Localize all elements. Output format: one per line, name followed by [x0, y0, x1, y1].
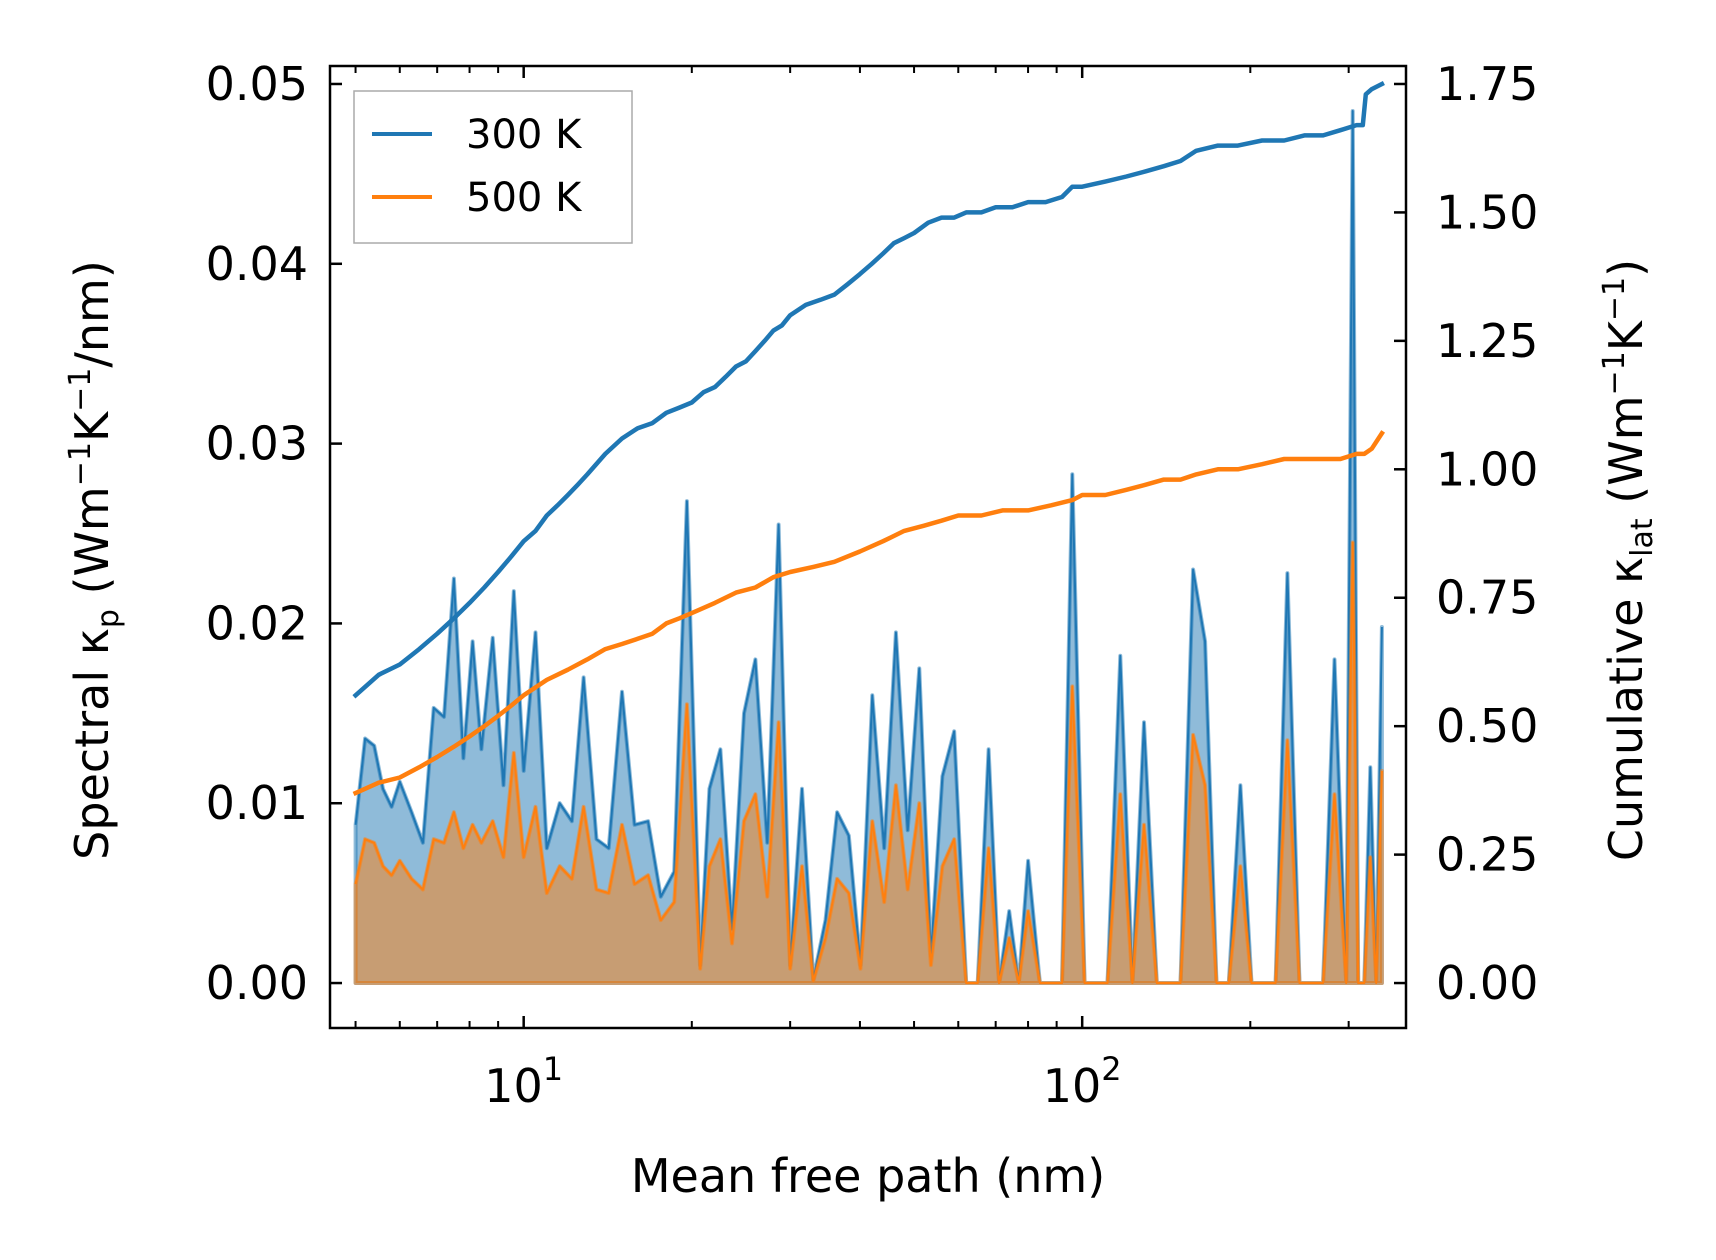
right-y-tick-label: 1.25: [1436, 314, 1538, 368]
right-y-axis-title: Cumulative κlat (Wm−1K−1): [1597, 259, 1660, 861]
right-y-tick-label: 1.00: [1436, 442, 1538, 496]
cumulative-line-500k: [352, 430, 1386, 796]
cumulative-line-300k: [352, 80, 1385, 699]
right-y-title-subscript: lat: [1625, 518, 1660, 557]
right-y-tick-label: 1.50: [1436, 185, 1538, 239]
right-y-title-main: Cumulative κ: [1599, 557, 1653, 861]
right-y-tick-label: 1.75: [1436, 57, 1538, 111]
right-y-title-sup1: −1: [1597, 351, 1632, 395]
cumulative-lines-group: [352, 80, 1386, 796]
right-y-tick-label: 0.00: [1436, 956, 1538, 1010]
left-y-tick-label: 0.03: [206, 417, 308, 471]
ticks-group: 0.00 0.01 0.02 0.03 0.04 0.05 0.00 0.25 0.50 0.75…: [206, 57, 1539, 1113]
left-y-title-subscript: p: [91, 609, 126, 628]
x-axis-title: Mean free path (nm): [631, 1149, 1105, 1203]
left-y-tick-label: 0.02: [206, 596, 308, 650]
right-y-tick-label: 0.25: [1436, 828, 1538, 882]
x-tick-label: 101: [484, 1050, 563, 1113]
right-y-title-end: ): [1599, 259, 1653, 277]
legend-label-500k: 500 K: [466, 175, 583, 221]
right-y-title-units: (Wm: [1599, 395, 1653, 518]
legend: 300 K 500 K: [353, 90, 633, 244]
left-y-axis-title: Spectral κp (Wm−1K−1/nm): [63, 260, 126, 860]
left-y-title-end: /nm): [65, 260, 119, 367]
left-y-tick-label: 0.04: [206, 237, 308, 291]
left-y-tick-label: 0.00: [206, 956, 308, 1010]
right-y-tick-label: 0.75: [1436, 571, 1538, 625]
left-y-title-sup1: −1: [63, 442, 98, 486]
spectral-line-500k: [354, 541, 1383, 984]
left-y-tick-label: 0.01: [206, 776, 308, 830]
legend-box: [353, 90, 633, 244]
legend-label-300k: 300 K: [466, 112, 583, 158]
left-y-tick-label: 0.05: [206, 57, 308, 111]
spectral-line-300k: [354, 110, 1383, 984]
left-y-title-main: Spectral κ: [65, 628, 119, 860]
right-y-title-sup2: −1: [1597, 277, 1632, 321]
x-tick-label: 102: [1043, 1050, 1122, 1113]
right-y-tick-label: 0.50: [1436, 699, 1538, 753]
plot-frame: [328, 64, 1408, 1030]
left-y-title-units: (Wm: [65, 486, 119, 609]
spectral-fill-group: [353, 109, 1384, 985]
left-y-title-sup2: −1: [63, 368, 98, 412]
right-y-title-k: K: [1599, 319, 1653, 351]
left-y-title-k: K: [65, 410, 119, 442]
